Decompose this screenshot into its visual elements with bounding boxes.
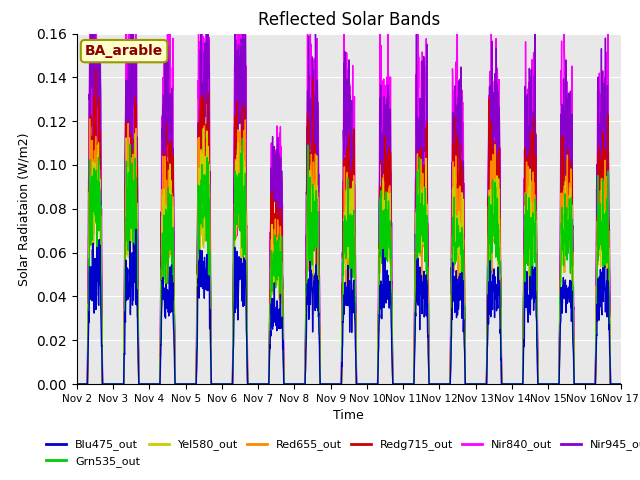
Title: Reflected Solar Bands: Reflected Solar Bands <box>258 11 440 29</box>
Y-axis label: Solar Radiataion (W/m2): Solar Radiataion (W/m2) <box>18 132 31 286</box>
X-axis label: Time: Time <box>333 409 364 422</box>
Text: BA_arable: BA_arable <box>85 44 163 58</box>
Legend: Blu475_out, Grn535_out, Yel580_out, Red655_out, Redg715_out, Nir840_out, Nir945_: Blu475_out, Grn535_out, Yel580_out, Red6… <box>42 435 640 471</box>
